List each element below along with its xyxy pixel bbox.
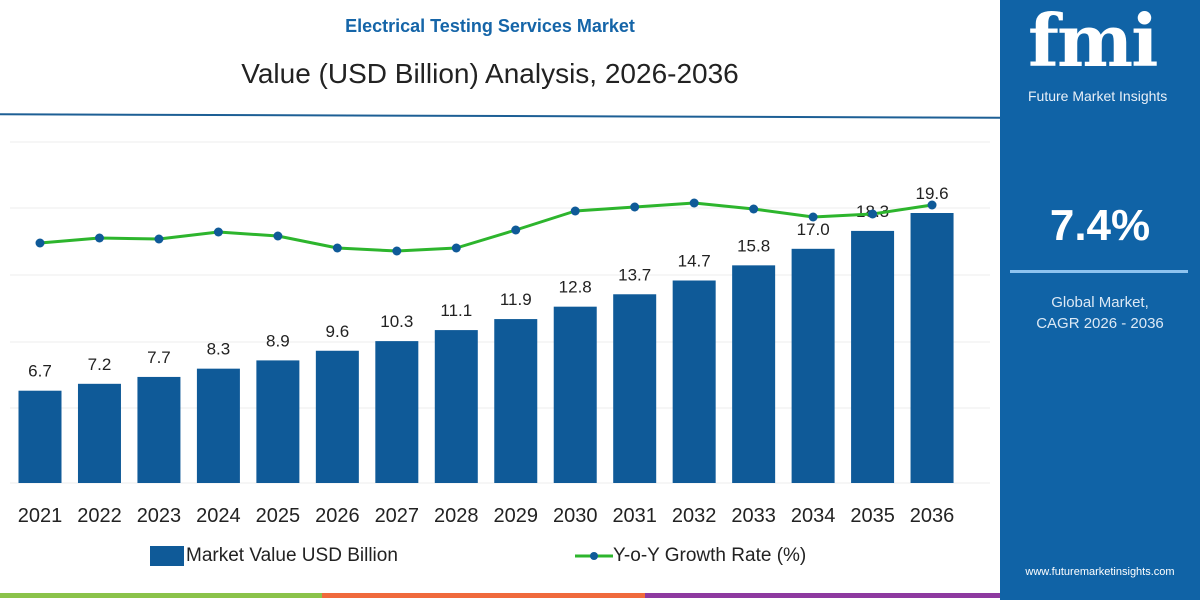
panel-divider [1010,270,1188,273]
stripe-purple [645,593,1000,598]
legend-line: Y-o-Y Growth Rate (%) [575,545,806,567]
growth-point-2031 [630,202,640,212]
bar-label-2024: 8.3 [207,340,231,359]
bar-2032 [672,280,716,483]
cagr-label: Global Market, CAGR 2026 - 2036 [1000,292,1200,334]
growth-point-2035 [868,209,878,219]
x-tick-2029: 2029 [494,505,539,527]
bar-label-2025: 8.9 [266,331,290,350]
bar-2033 [732,265,776,483]
growth-point-2027 [392,246,402,256]
legend-bar-label: Market Value USD Billion [186,545,398,566]
x-tick-2024: 2024 [196,505,241,527]
chart: 6.7 2021 7.2 2022 7.7 2023 8.3 2024 8.9 2025 9.6 20… [10,141,990,527]
growth-point-2026 [332,243,342,253]
stripe-orange [322,593,645,598]
bar-2029 [494,319,538,483]
bar-label-2033: 15.8 [737,236,770,255]
x-tick-2034: 2034 [791,505,836,527]
bar-2034 [791,248,835,483]
growth-line [39,201,933,253]
bar-2023 [137,376,181,483]
bar-label-2027: 10.3 [380,312,413,331]
x-tick-2030: 2030 [553,505,598,527]
x-tick-2025: 2025 [256,505,301,527]
bar-label-2031: 13.7 [618,265,651,284]
x-tick-2028: 2028 [434,505,479,527]
logo-subtitle: Future Market Insights [1028,88,1168,104]
cagr-label-line1: Global Market, [1051,294,1149,311]
chart-title: Value (USD Billion) Analysis, 2026-2036 [241,58,739,89]
cagr-label-line2: CAGR 2026 - 2036 [1036,315,1164,332]
fmi-logo: fmi [1028,4,1157,78]
side-panel: fmi Future Market Insights 7.4% Global M… [1000,0,1200,600]
bar-label-2028: 11.1 [440,301,472,320]
x-tick-2027: 2027 [375,505,420,527]
growth-point-2034 [808,212,818,222]
bar-label-2032: 14.7 [678,252,711,271]
x-tick-2035: 2035 [850,505,895,527]
x-tick-2031: 2031 [612,505,657,527]
title-divider [0,113,1001,119]
chart-subtitle: Electrical Testing Services Market [345,16,635,36]
x-tick-2026: 2026 [315,505,360,527]
bar-2028 [434,330,478,483]
bar-2035 [851,230,895,483]
legend-bar: Market Value USD Billion [150,545,398,567]
legend-bar-swatch [150,546,184,566]
bar-2026 [315,350,359,483]
bar-2030 [553,306,597,483]
legend-line-label: Y-o-Y Growth Rate (%) [613,545,807,566]
growth-point-2029 [511,225,521,235]
bar-label-2026: 9.6 [326,322,350,341]
x-tick-2021: 2021 [18,505,63,527]
legend-line-swatch [575,552,613,560]
x-tick-2032: 2032 [672,505,717,527]
bar-label-2034: 17.0 [797,220,830,239]
website-link[interactable]: www.futuremarketinsights.com [1025,566,1175,578]
growth-point-2036 [927,200,937,210]
growth-point-2025 [273,231,283,241]
x-tick-2023: 2023 [137,505,182,527]
x-tick-2022: 2022 [77,505,122,527]
bar-2027 [375,341,419,483]
bar-2031 [613,294,657,483]
bar-label-2029: 11.9 [500,290,532,309]
growth-point-2032 [689,198,699,208]
bar-label-2021: 6.7 [28,362,52,381]
stripe-green [0,593,322,598]
bar-label-2023: 7.7 [147,348,171,367]
growth-point-2021 [35,238,45,248]
growth-point-2028 [451,243,461,253]
bar-2021 [18,390,62,483]
growth-point-2030 [570,206,580,216]
bar-2024 [196,368,240,483]
growth-point-2022 [94,233,104,243]
x-tick-2036: 2036 [910,505,955,527]
bar-label-2036: 19.6 [916,184,949,203]
bar-2022 [77,383,121,483]
growth-point-2024 [213,227,223,237]
bar-label-2030: 12.8 [559,278,592,297]
bar-2025 [256,360,300,483]
growth-point-2033 [749,204,759,214]
bar-label-2022: 7.2 [88,355,112,374]
x-tick-2033: 2033 [731,505,776,527]
growth-point-2023 [154,234,164,244]
cagr-value: 7.4% [1049,201,1151,250]
bar-2036 [910,213,954,483]
